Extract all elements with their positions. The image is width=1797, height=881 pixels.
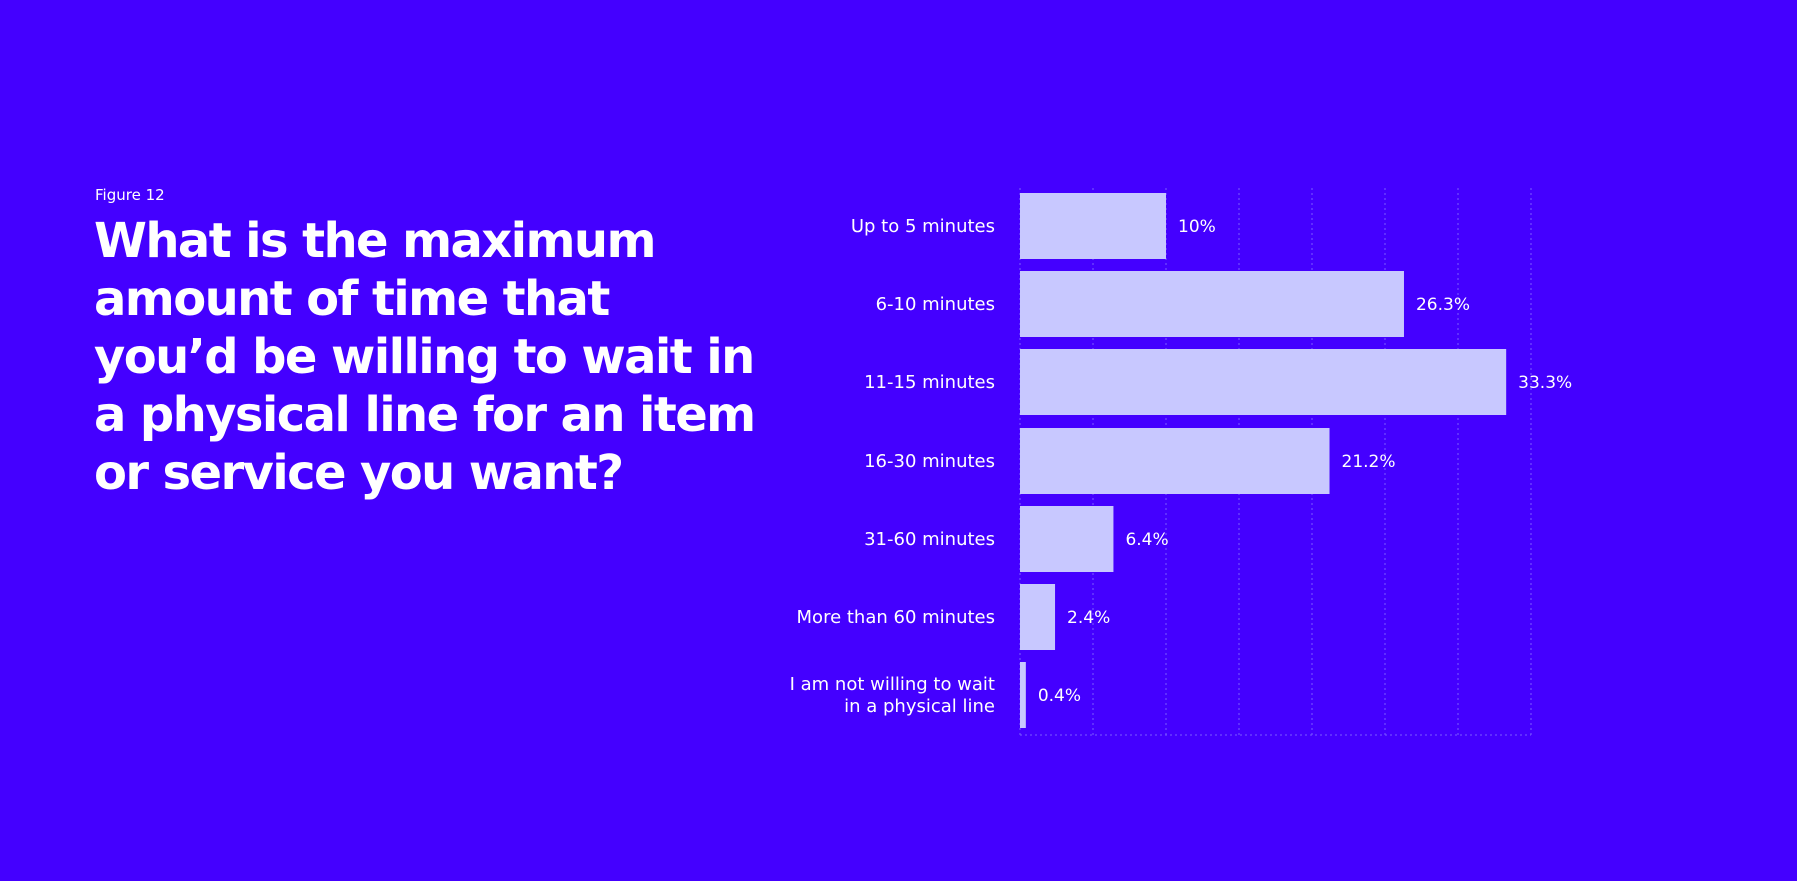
value-label: 33.3%: [1518, 373, 1572, 393]
value-label: 26.3%: [1416, 295, 1470, 315]
chart-title: What is the maximum amount of time that …: [94, 212, 756, 502]
category-label: in a physical line: [844, 696, 995, 717]
value-label: 2.4%: [1067, 608, 1110, 628]
bar: [1020, 662, 1026, 728]
value-label: 21.2%: [1342, 452, 1396, 472]
category-label: 16-30 minutes: [864, 451, 995, 472]
category-label: Up to 5 minutes: [851, 216, 995, 237]
figure-label: Figure 12: [95, 186, 165, 204]
chart-title-line: a physical line for an item: [94, 387, 756, 443]
bar: [1020, 506, 1114, 572]
chart-title-line: amount of time that: [94, 271, 610, 327]
value-label: 6.4%: [1125, 530, 1168, 550]
category-label: More than 60 minutes: [797, 607, 995, 628]
bar: [1020, 584, 1056, 650]
category-label: 11-15 minutes: [864, 372, 995, 393]
value-label: 0.4%: [1038, 686, 1081, 706]
category-label: 6-10 minutes: [876, 294, 995, 315]
category-label: I am not willing to wait: [790, 674, 995, 695]
chart-title-line: What is the maximum: [94, 213, 657, 269]
bar: [1020, 349, 1507, 415]
category-label: 31-60 minutes: [864, 529, 995, 550]
bar: [1020, 428, 1330, 494]
value-label: 10%: [1178, 217, 1216, 237]
bar: [1020, 193, 1166, 259]
chart-title-line: or service you want?: [94, 445, 624, 501]
bar: [1020, 271, 1404, 337]
chart-title-line: you’d be willing to wait in: [94, 329, 755, 385]
